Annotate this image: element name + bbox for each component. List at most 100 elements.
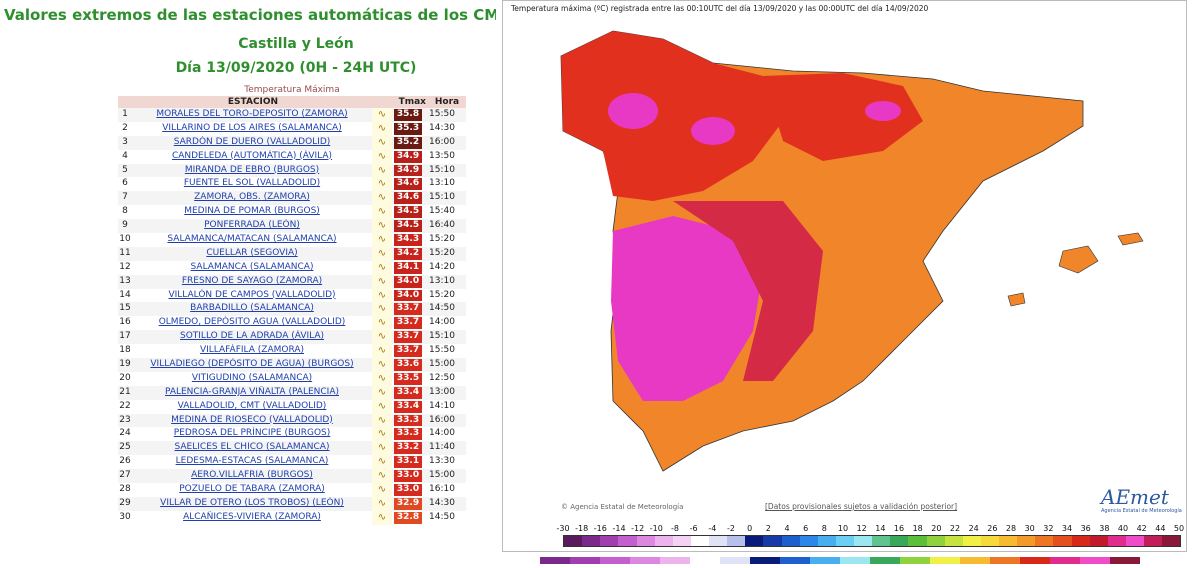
chart-icon[interactable]: ∿ bbox=[372, 316, 392, 331]
bottom-swatch bbox=[960, 557, 990, 564]
spain-map-shapes bbox=[560, 30, 1144, 472]
row-index: 17 bbox=[119, 331, 131, 342]
disclaimer-link[interactable]: [Datos provisionales sujetos a validació… bbox=[765, 502, 958, 511]
chart-icon[interactable]: ∿ bbox=[372, 233, 392, 247]
chart-icon[interactable]: ∿ bbox=[372, 191, 392, 206]
chart-icon[interactable]: ∿ bbox=[372, 399, 392, 414]
chart-icon[interactable]: ∿ bbox=[372, 274, 392, 289]
station-link[interactable]: PALENCIA-GRANJA VIÑALTA (PALENCIA) bbox=[164, 386, 340, 397]
row-index: 10 bbox=[119, 234, 131, 245]
station-link[interactable]: ZAMORA, OBS. (ZAMORA) bbox=[194, 192, 310, 203]
row-index: 18 bbox=[119, 345, 131, 356]
station-link[interactable]: CANDELEDA (AUTOMÁTICA) (ÁVILA) bbox=[171, 150, 333, 161]
station-link[interactable]: VILLALÓN DE CAMPOS (VALLADOLID) bbox=[168, 289, 336, 300]
station-link[interactable]: VILLAFÁFILA (ZAMORA) bbox=[199, 345, 305, 356]
station-link[interactable]: SAELICES EL CHICO (SALAMANCA) bbox=[174, 442, 330, 453]
station-link[interactable]: SALAMANCA/MATACAN (SALAMANCA) bbox=[167, 234, 337, 245]
row-index: 23 bbox=[119, 414, 131, 425]
tmax-value: 33.3 bbox=[394, 428, 422, 441]
station-link[interactable]: ALCAÑICES-VIVIERA (ZAMORA) bbox=[183, 511, 321, 522]
scale-label: 2 bbox=[765, 524, 771, 533]
station-link[interactable]: VILLADIEGO (DEPÓSITO DE AGUA) (BURGOS) bbox=[150, 359, 354, 370]
tmax-value: 33.0 bbox=[394, 470, 422, 483]
chart-icon[interactable]: ∿ bbox=[372, 427, 392, 442]
scale-swatch bbox=[582, 536, 601, 546]
tmax-value: 33.3 bbox=[394, 414, 422, 427]
chart-icon[interactable]: ∿ bbox=[372, 510, 392, 525]
chart-icon[interactable]: ∿ bbox=[372, 455, 392, 470]
chart-icon[interactable]: ∿ bbox=[372, 330, 392, 345]
station-link[interactable]: FUENTE EL SOL (VALLADOLID) bbox=[183, 178, 321, 189]
chart-icon[interactable]: ∿ bbox=[372, 413, 392, 428]
northwest-magenta-patch bbox=[608, 93, 658, 129]
station-link[interactable]: SARDÓN DE DUERO (VALLADOLID) bbox=[173, 136, 331, 147]
table-row: 28 POZUELO DE TABARA (ZAMORA) ∿ 33.0 16:10 bbox=[118, 483, 466, 497]
hora-column-header: Hora bbox=[434, 97, 460, 107]
chart-icon[interactable]: ∿ bbox=[372, 358, 392, 372]
tmax-value: 33.5 bbox=[394, 372, 422, 385]
chart-icon[interactable]: ∿ bbox=[372, 371, 392, 386]
table-row: 8 MEDINA DE POMAR (BURGOS) ∿ 34.5 15:40 bbox=[118, 205, 466, 220]
color-scale-labels: -30 -18 -16 -14 -12 -10 -8 -6 -4 -2 0 2 4 6 8 10 12 14 16 1… bbox=[556, 524, 1184, 534]
chart-icon[interactable]: ∿ bbox=[372, 246, 392, 261]
hora-value: 14:00 bbox=[429, 317, 455, 328]
chart-icon[interactable]: ∿ bbox=[372, 205, 392, 220]
chart-icon[interactable]: ∿ bbox=[372, 496, 392, 511]
station-link[interactable]: CUELLAR (SEGOVIA) bbox=[206, 247, 298, 258]
aemet-logo-subtitle: Agencia Estatal de Meteorología bbox=[1101, 508, 1182, 514]
hora-value: 13:10 bbox=[429, 178, 455, 189]
station-link[interactable]: POZUELO DE TABARA (ZAMORA) bbox=[179, 484, 325, 495]
chart-icon[interactable]: ∿ bbox=[372, 108, 392, 122]
station-link[interactable]: PEDROSA DEL PRÍNCIPE (BURGOS) bbox=[173, 428, 331, 439]
map-title: Temperatura máxima (ºC) registrada entre… bbox=[511, 4, 929, 13]
scale-label: 26 bbox=[987, 524, 998, 533]
chart-icon[interactable]: ∿ bbox=[372, 163, 392, 178]
station-link[interactable]: LEDESMA-ESTACAS (SALAMANCA) bbox=[175, 456, 329, 467]
station-link[interactable]: OLMEDO, DEPÓSITO AGUA (VALLADOLID) bbox=[158, 317, 346, 328]
chart-icon[interactable]: ∿ bbox=[372, 121, 392, 136]
scale-swatch bbox=[654, 536, 673, 546]
chart-icon[interactable]: ∿ bbox=[372, 469, 392, 484]
table-row: 19 VILLADIEGO (DEPÓSITO DE AGUA) (BURGOS)… bbox=[118, 358, 466, 372]
station-link[interactable]: AERO.VILLAFRIA (BURGOS) bbox=[191, 470, 313, 481]
row-index: 30 bbox=[119, 511, 131, 522]
chart-icon[interactable]: ∿ bbox=[372, 177, 392, 192]
chart-icon[interactable]: ∿ bbox=[372, 149, 392, 164]
row-index: 25 bbox=[119, 442, 131, 453]
chart-icon[interactable]: ∿ bbox=[372, 441, 392, 456]
station-link[interactable]: VITIGUDINO (SALAMANCA) bbox=[191, 372, 313, 383]
chart-icon[interactable]: ∿ bbox=[372, 385, 392, 400]
station-link[interactable]: MEDINA DE RIOSECO (VALLADOLID) bbox=[171, 414, 333, 425]
scale-swatch bbox=[1035, 536, 1054, 546]
station-link[interactable]: MIRANDA DE EBRO (BURGOS) bbox=[184, 164, 320, 175]
chart-icon[interactable]: ∿ bbox=[372, 135, 392, 150]
station-link[interactable]: VILLARINO DE LOS AIRES (SALAMANCA) bbox=[162, 122, 342, 133]
table-body: 1 MORALES DEL TORO-DEPOSITO (ZAMORA) ∿ 35.8… bbox=[118, 108, 466, 525]
center-hot-zone bbox=[673, 201, 823, 381]
chart-icon[interactable]: ∿ bbox=[372, 302, 392, 317]
station-link[interactable]: VALLADOLID, CMT (VALLADOLID) bbox=[177, 400, 327, 411]
chart-icon[interactable]: ∿ bbox=[372, 260, 392, 275]
table-row: 17 SOTILLO DE LA ADRADA (ÁVILA) ∿ 33.7 15:10 bbox=[118, 330, 466, 345]
station-link[interactable]: SALAMANCA (SALAMANCA) bbox=[190, 261, 314, 272]
chart-icon[interactable]: ∿ bbox=[372, 219, 392, 234]
chart-icon[interactable]: ∿ bbox=[372, 344, 392, 359]
bottom-swatch bbox=[660, 557, 690, 564]
chart-icon[interactable]: ∿ bbox=[372, 483, 392, 497]
station-link[interactable]: BARBADILLO (SALAMANCA) bbox=[190, 303, 314, 314]
scale-swatch bbox=[672, 536, 691, 546]
station-link[interactable]: PONFERRADA (LEÓN) bbox=[204, 220, 300, 231]
station-link[interactable]: MORALES DEL TORO-DEPOSITO (ZAMORA) bbox=[156, 109, 348, 119]
station-link[interactable]: VILLAR DE OTERO (LOS TROBOS) (LEÓN) bbox=[160, 497, 344, 508]
scale-swatch bbox=[1017, 536, 1036, 546]
bottom-swatch bbox=[1080, 557, 1110, 564]
chart-icon[interactable]: ∿ bbox=[372, 288, 392, 303]
hora-value: 14:10 bbox=[429, 400, 455, 411]
station-link[interactable]: MEDINA DE POMAR (BURGOS) bbox=[184, 206, 320, 217]
aemet-logo: AEmet bbox=[1101, 485, 1169, 509]
scale-swatch bbox=[1125, 536, 1144, 546]
station-link[interactable]: SOTILLO DE LA ADRADA (ÁVILA) bbox=[179, 331, 325, 342]
station-link[interactable]: FRESNO DE SAYAGO (ZAMORA) bbox=[181, 275, 323, 286]
table-row: 25 SAELICES EL CHICO (SALAMANCA) ∿ 33.2 11:4… bbox=[118, 441, 466, 456]
scale-label: -10 bbox=[649, 524, 663, 533]
